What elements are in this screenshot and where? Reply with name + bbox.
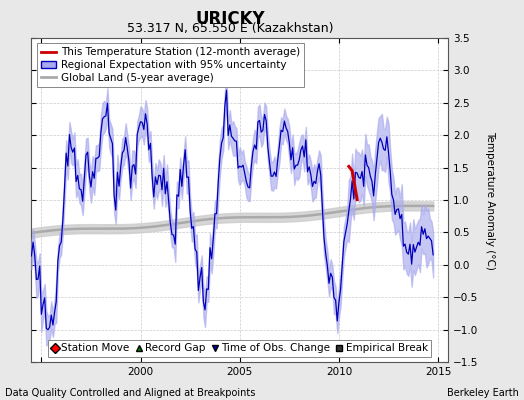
Text: Data Quality Controlled and Aligned at Breakpoints: Data Quality Controlled and Aligned at B… [5,388,256,398]
Y-axis label: Temperature Anomaly (°C): Temperature Anomaly (°C) [485,130,495,270]
Legend: Station Move, Record Gap, Time of Obs. Change, Empirical Break: Station Move, Record Gap, Time of Obs. C… [48,340,431,357]
Text: URICKY: URICKY [196,10,265,28]
Text: Berkeley Earth: Berkeley Earth [447,388,519,398]
Text: 53.317 N, 65.550 E (Kazakhstan): 53.317 N, 65.550 E (Kazakhstan) [127,22,334,35]
